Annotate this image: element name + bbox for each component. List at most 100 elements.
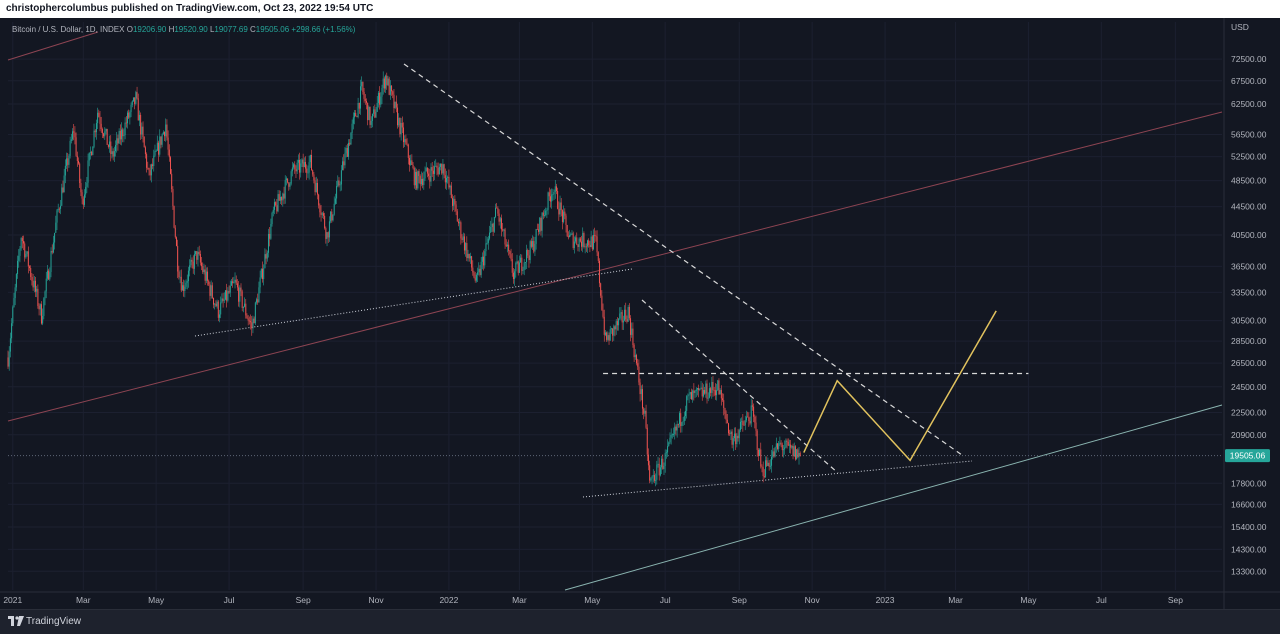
candle-body xyxy=(132,97,134,102)
candle-body xyxy=(119,130,121,140)
candle-body xyxy=(242,306,244,308)
candle-body xyxy=(185,282,187,287)
candle-body xyxy=(256,299,258,303)
candle-body xyxy=(424,171,426,179)
candle-body xyxy=(13,298,15,308)
price-chart[interactable]: 72500.00 67500.00 62500.00 56500.00 52500.00… xyxy=(0,18,1280,609)
candle-body xyxy=(190,259,192,266)
candle-body xyxy=(535,229,537,244)
candle-body xyxy=(367,102,369,121)
candle-body xyxy=(314,180,316,193)
candle-body xyxy=(203,269,205,273)
candle-body xyxy=(275,202,277,206)
candle-body xyxy=(416,171,418,189)
x-tick-label: Mar xyxy=(948,595,963,605)
candle-body xyxy=(400,122,402,135)
candle-body xyxy=(191,259,193,262)
trendlines xyxy=(7,31,1223,591)
candle-body xyxy=(659,467,661,476)
candle-body xyxy=(766,460,768,466)
candle-body xyxy=(712,382,714,390)
candle-body xyxy=(533,241,535,252)
candle-body xyxy=(100,123,102,130)
candle-body xyxy=(575,237,577,242)
candle-body xyxy=(215,303,217,307)
candle-body xyxy=(645,410,647,428)
candle-body xyxy=(388,78,390,95)
candle-body xyxy=(534,243,536,252)
candle-body xyxy=(77,160,79,164)
candle-body xyxy=(301,159,303,164)
candle-body xyxy=(428,173,430,177)
candle-body xyxy=(530,241,532,247)
candle-body xyxy=(399,117,401,135)
last-price-tag xyxy=(1225,449,1270,463)
candle-body xyxy=(730,431,732,435)
candle-body xyxy=(733,433,735,439)
candle-body xyxy=(509,251,511,255)
candle-body xyxy=(747,416,749,418)
candle-body xyxy=(707,397,709,399)
candle-body xyxy=(359,86,361,109)
candle-body xyxy=(177,245,179,272)
x-tick-label: 2023 xyxy=(876,595,895,605)
candle-body xyxy=(479,268,481,275)
candle-body xyxy=(56,210,58,223)
y-tick-label: 13300.00 xyxy=(1231,566,1267,576)
candle-body xyxy=(616,321,618,326)
candle-body xyxy=(135,92,137,104)
candle-body xyxy=(495,207,497,217)
candle-body xyxy=(466,243,468,259)
candle-body xyxy=(48,270,50,280)
candle-body xyxy=(363,91,365,99)
candle-body xyxy=(95,123,97,133)
candle-body xyxy=(553,192,555,195)
footer-bar: TradingView xyxy=(0,609,1280,634)
candle-body xyxy=(57,208,59,211)
candle-body xyxy=(171,173,173,190)
candle-body xyxy=(567,236,569,238)
candle-body xyxy=(297,159,299,163)
candle-body xyxy=(355,112,357,117)
candle-body xyxy=(778,443,780,449)
candle-body xyxy=(387,78,389,86)
candle-body xyxy=(742,421,744,425)
candle-body xyxy=(264,254,266,269)
candle-body xyxy=(548,192,550,197)
candle-body xyxy=(104,131,106,137)
candle-body xyxy=(579,238,581,242)
candle-body xyxy=(780,442,782,445)
candle-body xyxy=(558,208,560,215)
candle-body xyxy=(582,233,584,247)
candle-body xyxy=(189,265,191,271)
candle-body xyxy=(192,261,194,269)
candle-body xyxy=(644,410,646,414)
candle-body xyxy=(154,151,156,156)
candle-body xyxy=(308,162,310,173)
candle-body xyxy=(62,187,64,193)
candle-body xyxy=(682,421,684,423)
close-value: 19505.06 xyxy=(255,25,290,34)
candle-body xyxy=(74,132,76,138)
candle-body xyxy=(628,306,630,319)
candle-body xyxy=(413,168,415,186)
candle-body xyxy=(103,133,105,137)
candle-body xyxy=(99,116,101,124)
candle-body xyxy=(23,241,25,244)
candle-body xyxy=(223,299,225,301)
candle-body xyxy=(693,390,695,393)
candle-body xyxy=(352,117,354,124)
trendline-top-left xyxy=(7,31,99,61)
x-tick-label: May xyxy=(1020,595,1037,605)
candle-body xyxy=(58,208,60,210)
candle-body xyxy=(723,400,725,409)
candle-body xyxy=(520,257,522,263)
candle-body xyxy=(486,242,488,244)
candle-body xyxy=(749,421,751,424)
candle-body xyxy=(510,254,512,260)
candle-body xyxy=(634,355,636,358)
candle-body xyxy=(630,318,632,335)
candle-body xyxy=(368,106,370,121)
candle-body xyxy=(560,202,562,211)
candle-body xyxy=(86,182,88,187)
